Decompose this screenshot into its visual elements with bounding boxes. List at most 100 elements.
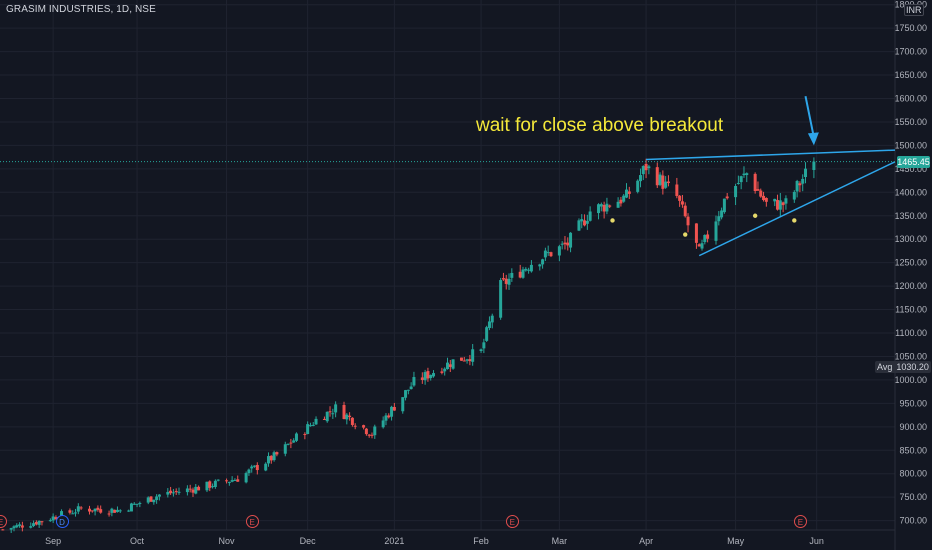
- candle-body: [778, 200, 782, 210]
- candle-body: [314, 418, 318, 425]
- candle-body: [543, 250, 547, 258]
- candle-body: [608, 205, 612, 207]
- candle-body: [605, 203, 609, 212]
- candle-body: [74, 512, 78, 514]
- candle-body: [459, 357, 463, 361]
- candle-body: [406, 389, 410, 391]
- candle-body: [585, 220, 589, 224]
- candle-body: [538, 264, 542, 267]
- candle-body: [717, 216, 721, 222]
- candle-body: [138, 502, 142, 504]
- candle-body: [127, 510, 131, 512]
- candle-body: [664, 181, 668, 188]
- candle-body: [348, 415, 352, 417]
- candle-body: [527, 269, 531, 271]
- candle-body: [12, 526, 16, 529]
- x-tick-label: Mar: [552, 536, 568, 546]
- y-tick-label: 1450.00: [894, 164, 927, 174]
- candle-body: [225, 480, 229, 482]
- candle-body: [563, 242, 567, 245]
- candle-body: [110, 508, 114, 513]
- dividend-event-marker[interactable]: D: [55, 515, 69, 528]
- candle-body: [283, 444, 287, 454]
- trendline-resistance: [646, 149, 896, 161]
- candle-body: [322, 418, 326, 420]
- candle-body: [211, 486, 215, 488]
- candle-body: [423, 372, 427, 381]
- candle-body: [471, 349, 475, 362]
- candle-body: [264, 463, 268, 471]
- candle-body: [99, 509, 103, 513]
- currency-label[interactable]: INR: [904, 4, 924, 16]
- candle-body: [616, 201, 620, 208]
- candle-body: [429, 374, 433, 379]
- candle-body: [487, 321, 491, 328]
- candle-body: [177, 491, 181, 493]
- candle-body: [152, 499, 156, 503]
- candle-body: [146, 497, 150, 503]
- x-tick-label: Sep: [45, 536, 61, 546]
- y-tick-label: 1650.00: [894, 70, 927, 80]
- candle-body: [29, 526, 33, 528]
- earnings-event-marker[interactable]: E: [245, 515, 259, 528]
- symbol-title[interactable]: GRASIM INDUSTRIES, 1D, NSE: [6, 4, 156, 15]
- candle-body: [40, 521, 44, 523]
- candle-body: [171, 492, 175, 494]
- candle-body: [577, 220, 581, 231]
- candle-body: [714, 221, 718, 241]
- candle-body: [107, 513, 111, 515]
- candle-body: [9, 528, 13, 530]
- candle-body: [722, 198, 726, 213]
- y-tick-label: 1750.00: [894, 23, 927, 33]
- candle-body: [655, 167, 659, 186]
- candle-body: [661, 175, 665, 189]
- y-tick-label: 800.00: [899, 469, 927, 479]
- candle-body: [706, 234, 710, 239]
- candle-body: [776, 200, 780, 210]
- candle-body: [188, 488, 192, 490]
- candle-body: [759, 190, 763, 197]
- x-tick-label: Nov: [219, 536, 236, 546]
- candle-body: [440, 371, 444, 373]
- candle-body: [798, 183, 802, 186]
- candle-body: [88, 508, 91, 512]
- x-tick-label: Oct: [130, 536, 145, 546]
- arrow-shaft: [804, 95, 815, 138]
- candle-body: [364, 428, 368, 435]
- y-tick-label: 700.00: [899, 516, 927, 526]
- candle-body: [697, 244, 701, 247]
- candle-body: [666, 181, 670, 184]
- candle-body: [529, 264, 533, 272]
- x-tick-label: Apr: [639, 536, 653, 546]
- y-tick-label: 1600.00: [894, 93, 927, 103]
- candle-body: [432, 373, 436, 377]
- candle-body: [325, 411, 329, 422]
- candle-body: [373, 426, 377, 436]
- candle-body: [205, 481, 209, 491]
- candle-body: [331, 413, 335, 415]
- y-tick-label: 850.00: [899, 445, 927, 455]
- candle-body: [345, 414, 349, 420]
- y-tick-label: 1700.00: [894, 47, 927, 57]
- candle-body: [524, 268, 528, 271]
- candle-body: [149, 496, 153, 502]
- candle-body: [546, 252, 550, 254]
- candle-body: [118, 510, 122, 512]
- earnings-event-marker[interactable]: E: [505, 515, 519, 528]
- candle-body: [479, 349, 483, 351]
- y-tick-label: 1050.00: [894, 351, 927, 361]
- candle-body: [353, 425, 357, 427]
- candle-body: [51, 516, 55, 521]
- y-tick-label: 1150.00: [895, 305, 927, 315]
- candle-body: [328, 411, 332, 413]
- candle-body: [15, 525, 19, 528]
- candle-body: [308, 425, 312, 427]
- earnings-event-marker[interactable]: E: [793, 515, 807, 528]
- candle-body: [619, 199, 623, 204]
- candle-body: [518, 271, 522, 278]
- y-tick-label: 1400.00: [894, 187, 927, 197]
- annotation-text[interactable]: wait for close above breakout: [476, 115, 724, 136]
- candle-body: [641, 166, 645, 175]
- candle-body: [253, 465, 257, 467]
